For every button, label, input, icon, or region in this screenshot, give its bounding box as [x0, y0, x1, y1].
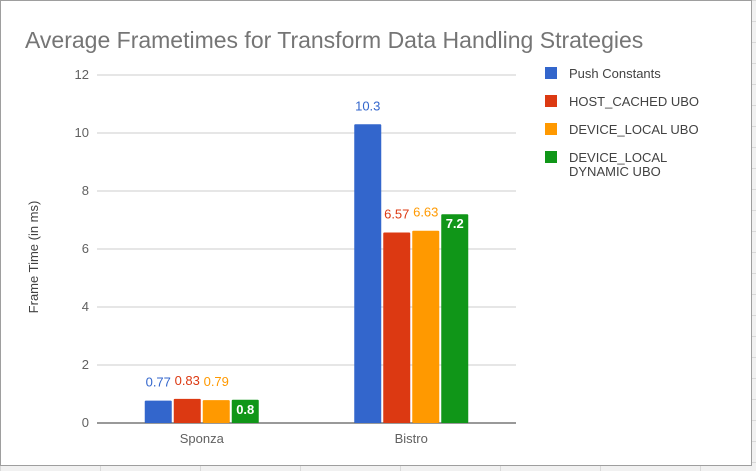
chart-title: Average Frametimes for Transform Data Ha… — [25, 27, 643, 53]
legend-label: Push Constants — [569, 66, 661, 81]
bar — [354, 124, 382, 424]
legend-label: HOST_CACHED UBO — [569, 94, 699, 109]
legend-label: DEVICE_LOCAL UBO — [569, 122, 699, 137]
bar — [441, 214, 469, 423]
y-axis-ticks: 0 2 4 6 8 10 12 — [75, 67, 89, 430]
data-label: 6.63 — [413, 205, 438, 220]
legend-label: DEVICE_LOCAL — [569, 150, 667, 165]
data-label: 0.8 — [236, 402, 254, 417]
legend: Push Constants HOST_CACHED UBO DEVICE_LOCA… — [545, 66, 699, 179]
legend-label: DYNAMIC UBO — [569, 164, 661, 179]
legend-swatch — [545, 123, 557, 135]
data-labels: 0.77 0.83 0.79 0.8 10.3 6.57 6.63 7.2 — [146, 98, 464, 417]
bars — [144, 124, 469, 424]
y-tick-label: 6 — [82, 241, 89, 256]
legend-swatch — [545, 67, 557, 79]
bar — [383, 232, 411, 423]
y-tick-label: 4 — [82, 299, 89, 314]
legend-swatch — [545, 151, 557, 163]
data-label: 0.83 — [175, 373, 200, 388]
bar — [412, 230, 440, 423]
y-tick-label: 8 — [82, 183, 89, 198]
data-label: 10.3 — [355, 98, 380, 113]
x-axis-categories: Sponza Bistro — [180, 431, 428, 446]
x-category-label: Sponza — [180, 431, 225, 446]
data-label: 6.57 — [384, 206, 409, 221]
y-tick-label: 12 — [75, 67, 89, 82]
data-label: 0.79 — [204, 374, 229, 389]
data-label: 7.2 — [446, 216, 464, 231]
bar — [231, 399, 259, 423]
legend-swatch — [545, 95, 557, 107]
y-axis-title: Frame Time (in ms) — [26, 201, 41, 314]
data-label: 0.77 — [146, 375, 171, 390]
y-tick-label: 2 — [82, 357, 89, 372]
bar — [202, 400, 230, 423]
bar — [144, 400, 172, 423]
y-tick-label: 10 — [75, 125, 89, 140]
x-category-label: Bistro — [395, 431, 428, 446]
y-tick-label: 0 — [82, 415, 89, 430]
bar — [173, 398, 201, 423]
